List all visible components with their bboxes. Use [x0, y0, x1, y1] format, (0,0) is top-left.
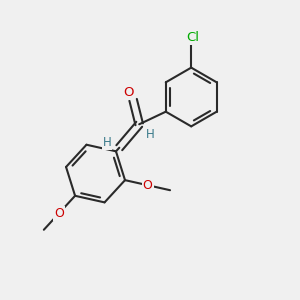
- Text: Cl: Cl: [186, 31, 199, 44]
- Text: O: O: [143, 179, 153, 192]
- Text: O: O: [123, 86, 134, 99]
- Text: O: O: [54, 207, 64, 220]
- Text: H: H: [103, 136, 111, 149]
- Text: H: H: [146, 128, 155, 141]
